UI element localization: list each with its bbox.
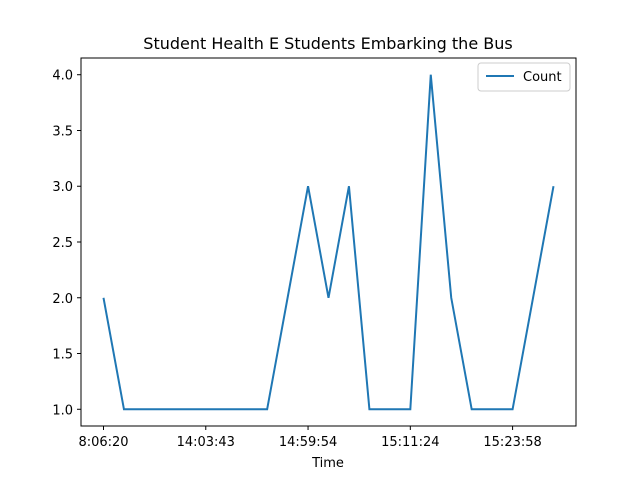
series-line-count <box>102 74 555 411</box>
y-tick-label: 1.5 <box>52 348 73 363</box>
y-tick-label: 4.0 <box>52 69 73 84</box>
y-tick-label: 2.0 <box>52 292 73 307</box>
x-axis-label: Time <box>311 456 344 471</box>
y-tick-label: 3.5 <box>52 124 73 139</box>
y-axis: 1.0 1.5 2.0 2.5 3.0 3.5 4.0 <box>52 69 81 418</box>
legend-label-count: Count <box>523 70 562 85</box>
y-tick-label: 1.0 <box>52 403 73 418</box>
series-layer <box>102 74 555 411</box>
x-tick-label: 8:06:20 <box>78 435 128 450</box>
legend-box <box>477 62 571 92</box>
y-tick-label: 3.0 <box>52 180 73 195</box>
chart-title: Student Health E Students Embarking the … <box>143 34 512 53</box>
x-tick-label: 14:03:43 <box>177 435 235 450</box>
x-tick-label: 14:59:54 <box>279 435 337 450</box>
x-tick-label: 15:11:24 <box>381 435 439 450</box>
legend: Count <box>477 62 571 92</box>
x-axis: 8:06:20 14:03:43 14:59:54 15:11:24 15:23:58 <box>78 426 542 450</box>
y-tick-label: 2.5 <box>52 236 73 251</box>
x-tick-label: 15:23:58 <box>483 435 541 450</box>
